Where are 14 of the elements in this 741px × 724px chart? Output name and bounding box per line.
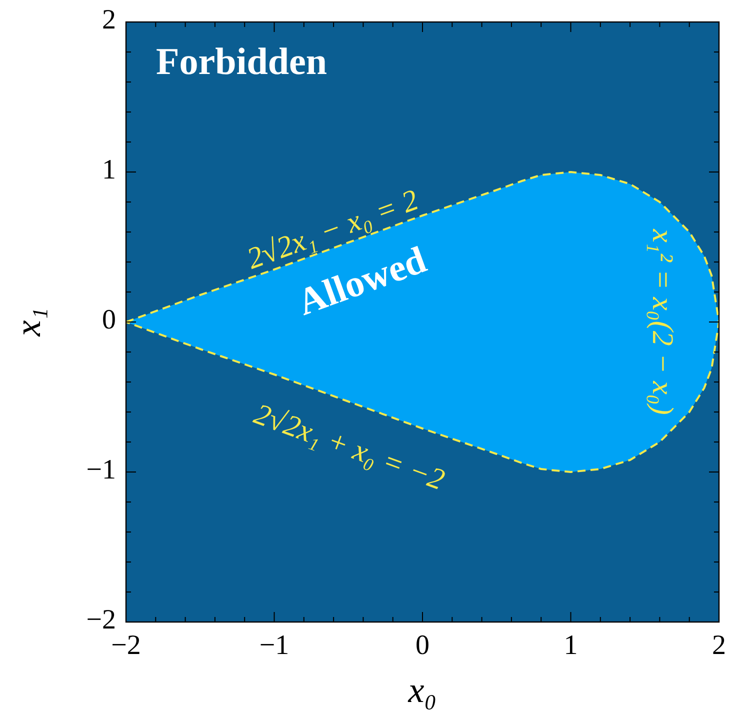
y-tick-label: 1: [102, 154, 116, 186]
x-tick-label: 2: [712, 630, 726, 661]
y-tick-label: −1: [86, 454, 116, 486]
y-tick-label: 2: [102, 4, 116, 36]
x-tick-label: 0: [416, 630, 430, 661]
x-axis-title: x₀: [407, 670, 437, 710]
annotation: x₁² = x₀(2 − x₀): [646, 228, 679, 415]
y-tick-label: 0: [102, 304, 116, 336]
x-tick-label: −1: [259, 630, 290, 661]
annotation: 2√2x₁ + x₀ = −2: [250, 397, 449, 497]
x-tick-label: 1: [564, 630, 578, 661]
y-axis-title: x₁: [8, 308, 48, 338]
band-label: Forbidden: [156, 41, 328, 83]
y-tick-label: −2: [86, 604, 116, 636]
